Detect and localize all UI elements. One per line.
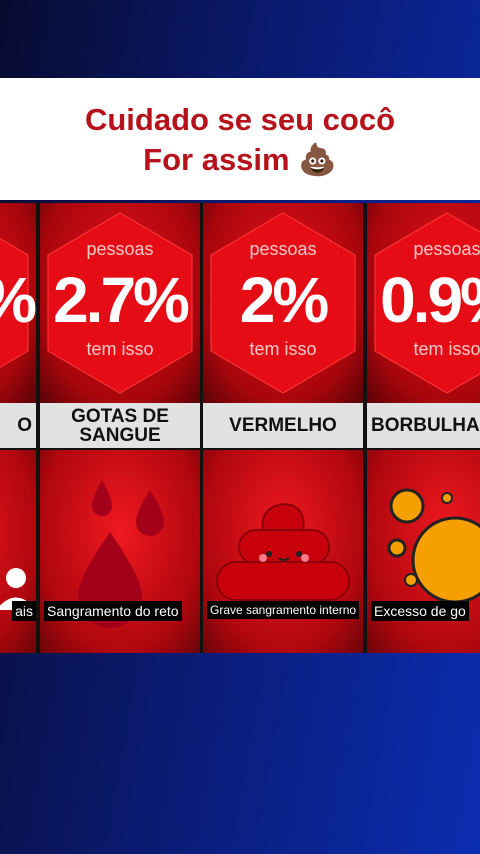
card-top: %: [0, 203, 36, 403]
percent: 0.9%: [380, 264, 480, 336]
icon: [0, 568, 36, 610]
caption: Excesso de go: [371, 601, 469, 621]
percent: 2%: [239, 264, 330, 336]
card-label: BORBULHA: [367, 403, 480, 448]
tem-isso-text: tem isso: [86, 339, 154, 359]
caption: Sangramento do reto: [44, 601, 182, 621]
poop-icon: [216, 502, 350, 601]
pessoas-text: pessoas: [86, 239, 154, 259]
title-banner: Cuidado se seu cocô For assim 💩: [0, 78, 480, 200]
card-bottom: Grave sangramento interno: [203, 450, 363, 653]
hexagon: [47, 212, 193, 394]
pessoas-text: pessoas: [413, 239, 480, 259]
card-bottom: ais: [0, 450, 36, 653]
card-label: GOTAS DE SANGUE: [40, 403, 200, 448]
card: % O ais: [0, 203, 36, 653]
card-top: pessoas 2% tem isso: [203, 203, 363, 403]
percent: 2.7%: [53, 264, 190, 336]
tem-isso-text: tem isso: [249, 339, 317, 359]
card-top: pessoas 2.7% tem isso: [40, 203, 200, 403]
card-bottom: Sangramento do reto: [40, 450, 200, 653]
pessoas-text: pessoas: [249, 239, 317, 259]
card: pessoas 2.7% tem isso GOTAS DE SANGUE Sa…: [40, 203, 200, 653]
card: pessoas 2% tem isso VERMELHO Grave sangr…: [203, 203, 363, 653]
card-strip: % O ais pessoas 2.7% tem isso GOTAS DE S…: [0, 203, 480, 653]
percent: %: [0, 263, 36, 337]
caption: Grave sangramento interno: [207, 601, 360, 619]
card: pessoas 0.9% tem isso BORBULHA Excesso d…: [367, 203, 480, 653]
card-bottom: Excesso de go: [367, 450, 480, 653]
title-line: For assim 💩: [143, 142, 337, 177]
title-line: Cuidado se seu cocô: [84, 102, 396, 137]
tem-isso-text: tem isso: [413, 339, 480, 359]
card-label: O: [0, 403, 36, 448]
bubbles-icon: [387, 488, 480, 604]
caption: ais: [12, 601, 36, 621]
hexagon: [374, 212, 480, 394]
hexagon: [210, 212, 356, 394]
card-top: pessoas 0.9% tem isso: [367, 203, 480, 403]
hexagon: [0, 238, 29, 368]
blood-drops-icon: [78, 480, 164, 628]
card-label: VERMELHO: [203, 403, 363, 448]
